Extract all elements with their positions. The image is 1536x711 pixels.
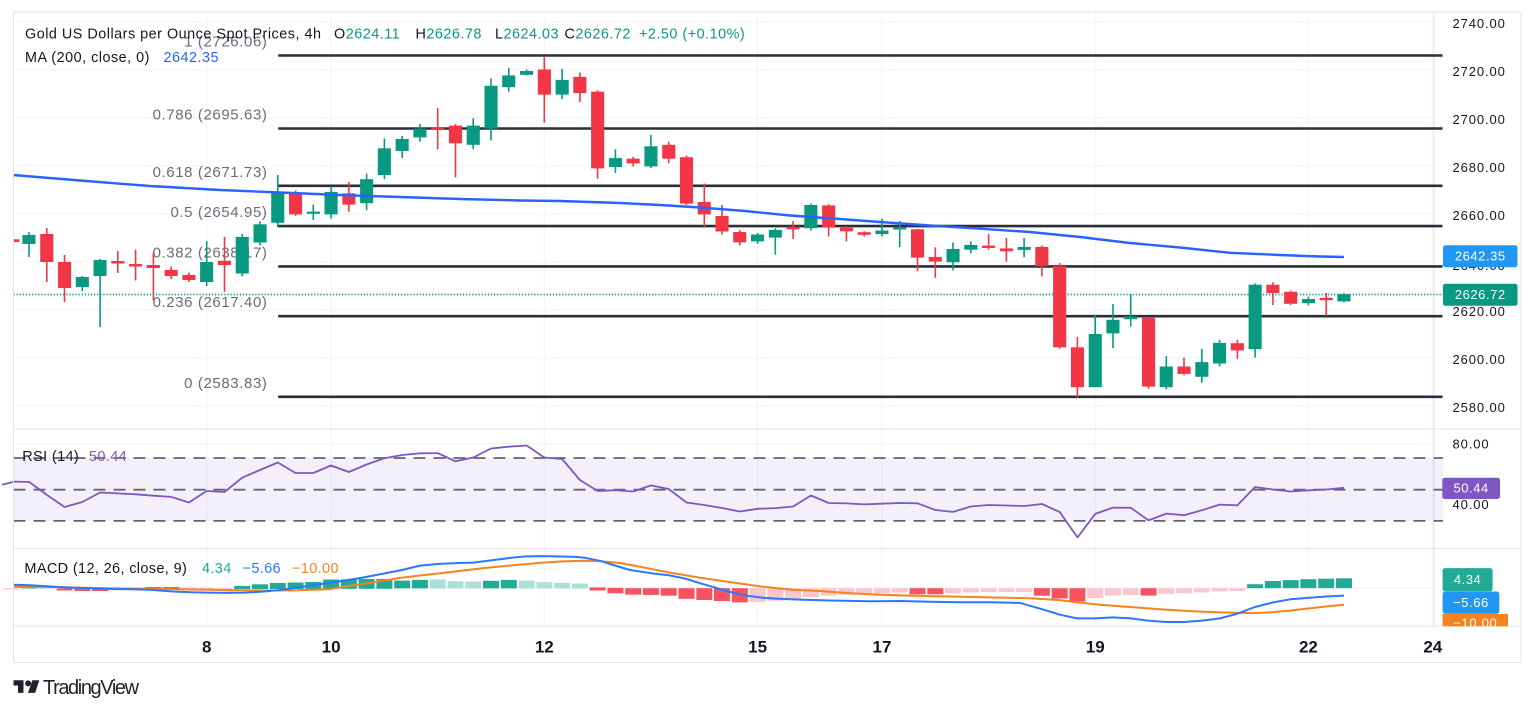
svg-text:22: 22 — [1299, 638, 1318, 657]
svg-text:10: 10 — [322, 638, 341, 657]
svg-text:15: 15 — [748, 638, 767, 657]
svg-text:2660.00: 2660.00 — [1453, 208, 1506, 223]
svg-text:8: 8 — [202, 638, 211, 657]
svg-text:50.44: 50.44 — [1454, 481, 1489, 496]
svg-text:2700.00: 2700.00 — [1453, 112, 1506, 127]
svg-text:Gold US Dollars per Ounce Spot: Gold US Dollars per Ounce Spot Prices, 4… — [25, 27, 745, 43]
svg-text:2626.72: 2626.72 — [1455, 287, 1506, 302]
svg-text:12: 12 — [535, 638, 554, 657]
svg-text:2740.00: 2740.00 — [1453, 16, 1506, 31]
svg-text:0.5 (2654.95): 0.5 (2654.95) — [170, 204, 267, 221]
svg-text:MACD (12, 26, close, 9)4.34−5.: MACD (12, 26, close, 9) 4.34 −5.66 −10.00 — [24, 561, 338, 577]
svg-text:24: 24 — [1423, 638, 1442, 657]
svg-text:2620.00: 2620.00 — [1453, 304, 1506, 319]
svg-text:19: 19 — [1086, 638, 1105, 657]
svg-text:2642.35: 2642.35 — [1455, 249, 1506, 264]
svg-text:MA (200, close, 0)2642.35: MA (200, close, 0) 2642.35 — [25, 50, 219, 66]
svg-text:TradingView: TradingView — [43, 677, 140, 699]
svg-text:2600.00: 2600.00 — [1453, 352, 1506, 367]
svg-text:0.236 (2617.40): 0.236 (2617.40) — [153, 294, 268, 311]
svg-text:0.786 (2695.63): 0.786 (2695.63) — [153, 107, 268, 124]
svg-text:0.618 (2671.73): 0.618 (2671.73) — [153, 164, 268, 181]
svg-text:RSI (14)50.44: RSI (14) 50.44 — [22, 449, 127, 465]
svg-text:−10.00: −10.00 — [1453, 616, 1497, 631]
svg-text:−5.66: −5.66 — [1453, 595, 1489, 610]
svg-text:1 (2726.06): 1 (2726.06) — [184, 34, 267, 51]
svg-text:80.00: 80.00 — [1453, 436, 1490, 451]
svg-text:17: 17 — [873, 638, 892, 657]
svg-text:40.00: 40.00 — [1453, 497, 1490, 512]
svg-text:2580.00: 2580.00 — [1453, 400, 1506, 415]
svg-text:0 (2583.83): 0 (2583.83) — [184, 375, 267, 392]
svg-text:0.382 (2638.17): 0.382 (2638.17) — [153, 244, 268, 261]
svg-text:4.34: 4.34 — [1454, 572, 1482, 587]
svg-text:2720.00: 2720.00 — [1453, 64, 1506, 79]
svg-text:2680.00: 2680.00 — [1453, 160, 1506, 175]
